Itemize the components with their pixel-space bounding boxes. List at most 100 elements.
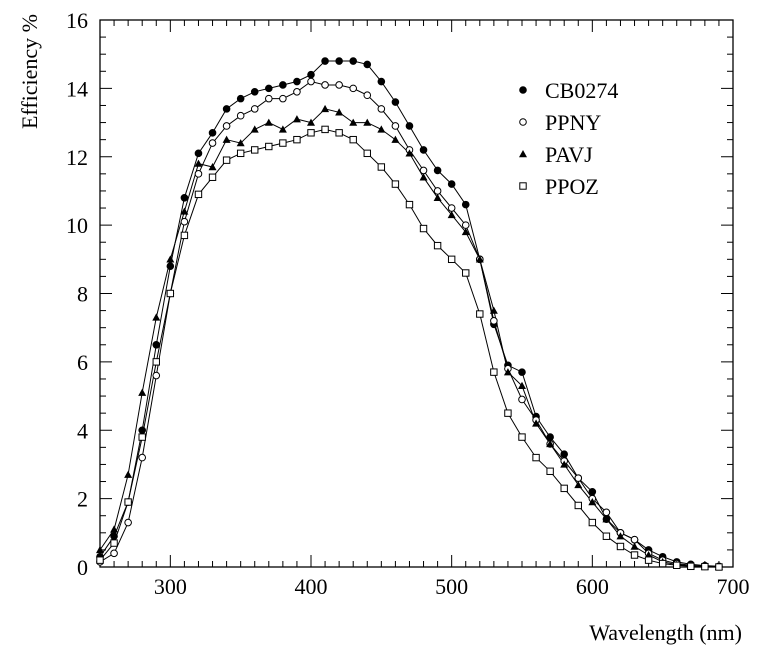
data-point-ppny xyxy=(138,453,146,462)
data-point-ppoz xyxy=(532,453,540,462)
data-point-ppny xyxy=(461,221,470,229)
y-tick-label: 8 xyxy=(77,282,88,307)
legend-marker-ppoz xyxy=(519,182,527,190)
data-point-ppoz xyxy=(701,562,709,571)
legend-marker-pavj xyxy=(519,150,527,158)
data-point-ppny xyxy=(630,535,639,544)
data-point-cb0274 xyxy=(321,57,329,65)
data-point-cb0274 xyxy=(138,426,146,435)
data-point-ppny xyxy=(363,91,372,100)
data-point-ppny xyxy=(293,87,301,96)
data-point-ppoz xyxy=(673,561,681,569)
data-point-ppoz xyxy=(321,125,329,134)
data-point-cb0274 xyxy=(419,146,428,154)
data-point-ppny xyxy=(602,508,611,517)
data-point-ppoz xyxy=(335,129,343,137)
legend-marker-cb0274 xyxy=(519,86,527,94)
series-layer xyxy=(99,60,719,568)
data-point-ppoz xyxy=(588,518,597,527)
data-point-cb0274 xyxy=(110,532,118,541)
y-tick-label: 0 xyxy=(77,555,88,580)
data-point-pavj xyxy=(222,135,231,143)
data-point-pavj xyxy=(405,149,414,157)
axis-ticks xyxy=(99,19,734,568)
x-tick-label: 300 xyxy=(154,574,187,599)
data-point-ppoz xyxy=(574,501,582,510)
data-point-ppoz xyxy=(687,562,695,571)
x-tick-label: 500 xyxy=(435,574,468,599)
data-point-cb0274 xyxy=(236,94,245,103)
x-tick-label: 600 xyxy=(576,574,609,599)
data-point-cb0274 xyxy=(279,81,287,89)
data-point-ppny xyxy=(222,122,231,130)
series-line-cb0274 xyxy=(99,60,719,567)
data-point-pavj xyxy=(152,313,161,321)
data-point-ppoz xyxy=(236,149,245,158)
y-tick-label: 4 xyxy=(77,418,88,443)
data-point-pavj xyxy=(588,498,597,506)
data-point-pavj xyxy=(166,255,175,263)
data-point-ppny xyxy=(490,317,498,325)
data-point-cb0274 xyxy=(518,368,526,376)
data-point-ppoz xyxy=(152,358,160,366)
y-tick-label: 12 xyxy=(66,145,88,170)
data-point-pavj xyxy=(208,163,217,171)
data-point-cb0274 xyxy=(560,450,569,458)
data-point-pavj xyxy=(630,542,639,550)
data-point-pavj xyxy=(602,515,611,523)
data-point-ppoz xyxy=(96,556,104,564)
y-tick-label: 6 xyxy=(77,350,88,375)
data-point-cb0274 xyxy=(405,122,414,130)
data-point-ppoz xyxy=(293,135,301,144)
data-point-ppny xyxy=(265,94,273,103)
data-point-ppny xyxy=(152,371,161,380)
data-point-pavj xyxy=(616,532,625,540)
data-point-cb0274 xyxy=(447,180,456,188)
x-tick-label: 400 xyxy=(295,574,328,599)
data-point-ppoz xyxy=(504,409,512,417)
legend-label-ppny: PPNY xyxy=(545,110,601,135)
data-point-ppny xyxy=(447,204,456,212)
series-line-ppoz xyxy=(99,128,719,568)
data-point-pavj xyxy=(250,125,259,133)
data-point-pavj xyxy=(264,118,273,126)
data-point-pavj xyxy=(292,115,301,123)
legend-marker-ppny xyxy=(519,118,527,126)
data-point-pavj xyxy=(518,381,526,390)
data-point-ppoz xyxy=(715,563,723,571)
data-point-ppny xyxy=(250,105,259,113)
data-point-ppny xyxy=(180,217,189,226)
data-point-pavj xyxy=(391,135,400,143)
data-point-ppoz xyxy=(630,551,639,559)
data-point-ppoz xyxy=(124,498,132,506)
data-point-ppny xyxy=(335,81,343,89)
data-point-ppoz xyxy=(644,556,653,564)
data-point-pavj xyxy=(447,210,456,219)
data-point-ppoz xyxy=(377,163,386,171)
data-point-pavj xyxy=(349,118,358,126)
y-tick-label: 16 xyxy=(66,8,88,33)
data-point-pavj xyxy=(546,439,555,448)
data-point-ppoz xyxy=(138,433,146,441)
plot-frame xyxy=(99,19,734,568)
data-point-ppoz xyxy=(307,129,315,137)
data-point-pavj xyxy=(433,193,442,201)
data-point-ppny xyxy=(349,84,358,93)
data-point-ppny xyxy=(124,518,132,527)
data-point-ppoz xyxy=(447,255,456,264)
data-point-ppny xyxy=(391,122,400,130)
data-point-pavj xyxy=(194,159,203,167)
data-point-ppoz xyxy=(616,542,625,551)
data-point-pavj xyxy=(307,118,315,126)
data-point-cb0274 xyxy=(208,129,217,137)
series-line-pavj xyxy=(99,108,719,568)
data-point-ppoz xyxy=(251,146,259,154)
data-point-cb0274 xyxy=(349,57,358,65)
data-point-ppoz xyxy=(433,241,442,250)
data-point-ppoz xyxy=(462,269,470,277)
data-point-pavj xyxy=(110,525,119,533)
data-point-cb0274 xyxy=(335,57,343,65)
data-point-ppoz xyxy=(208,173,217,181)
data-point-pavj xyxy=(574,480,583,489)
data-point-cb0274 xyxy=(180,193,189,202)
